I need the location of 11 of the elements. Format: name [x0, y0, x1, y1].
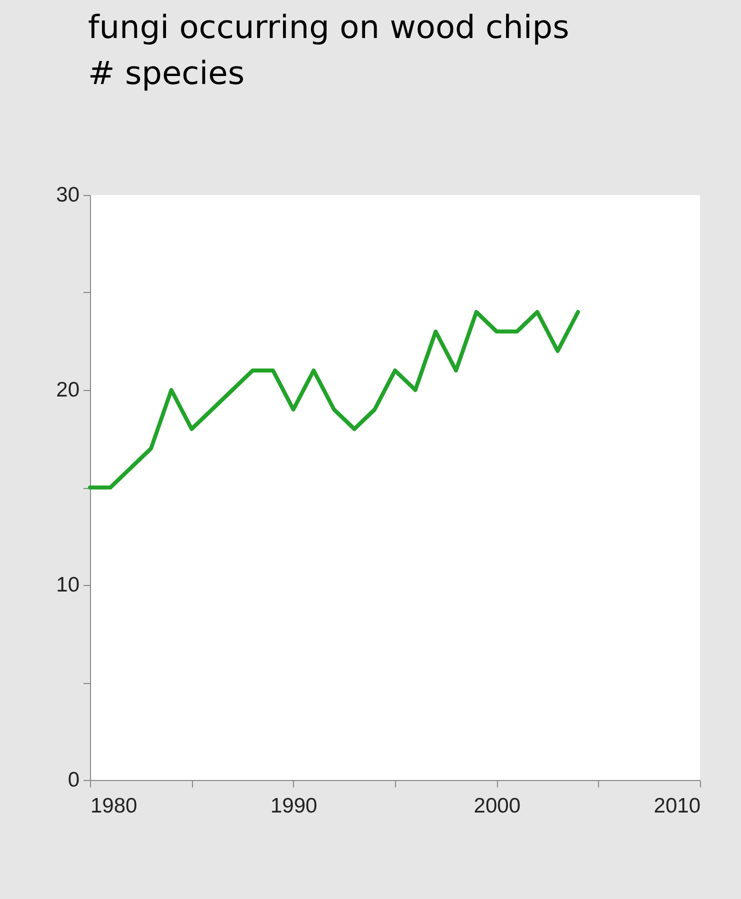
y-tick-label: 10 [56, 574, 80, 596]
y-tick-label: 0 [68, 768, 80, 792]
x-tick-label: 2000 [474, 794, 521, 818]
y-tick-label: 30 [56, 184, 80, 206]
y-axis-title: # species [88, 53, 246, 94]
x-tick-label: 2010 [654, 794, 700, 818]
x-tick-label: 1990 [270, 794, 318, 818]
y-tick-label: 20 [56, 378, 80, 402]
chart-title: fungi occurring on wood chips [88, 7, 570, 48]
line-series [88, 310, 580, 490]
x-tick-label: 1980 [90, 794, 138, 818]
